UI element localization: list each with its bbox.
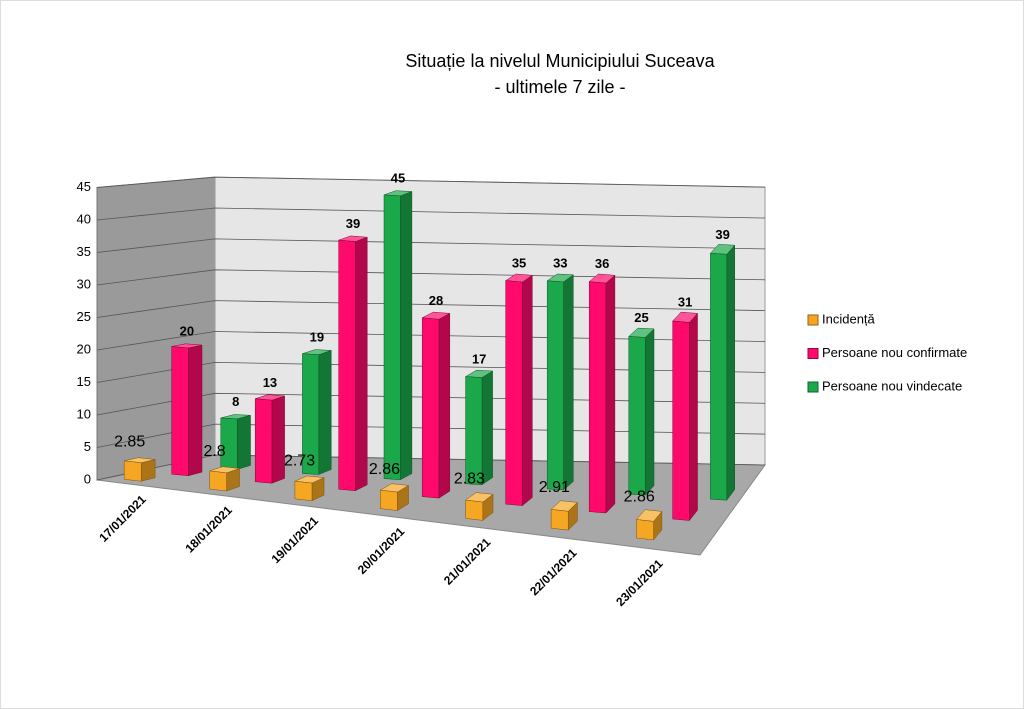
bar-side bbox=[236, 414, 251, 470]
bar bbox=[546, 280, 564, 491]
grid-line bbox=[96, 269, 766, 286]
bar bbox=[465, 499, 484, 521]
chart-title: Situație la nivelul Municipiului Suceava bbox=[405, 51, 715, 71]
y-tick-label: 40 bbox=[77, 211, 91, 226]
y-tick-label: 35 bbox=[77, 244, 91, 259]
legend-label: Incidență bbox=[822, 311, 876, 326]
data-label: 13 bbox=[263, 375, 277, 390]
bar bbox=[628, 336, 646, 496]
legend-swatch bbox=[807, 314, 819, 326]
data-label: 39 bbox=[346, 216, 360, 231]
data-label: 2.73 bbox=[284, 453, 315, 470]
bar-side bbox=[355, 236, 368, 492]
grid-line bbox=[96, 238, 766, 253]
bar bbox=[171, 346, 189, 476]
bar bbox=[209, 470, 227, 492]
grid-line bbox=[96, 392, 766, 416]
bar bbox=[254, 398, 273, 484]
grid-line bbox=[96, 361, 766, 383]
bar bbox=[421, 317, 440, 499]
data-label: 2.83 bbox=[454, 470, 485, 487]
data-label: 36 bbox=[595, 256, 609, 271]
legend-label: Persoane nou confirmate bbox=[822, 345, 967, 360]
data-label: 19 bbox=[310, 330, 324, 345]
bar-side bbox=[271, 395, 285, 484]
data-label: 17 bbox=[472, 351, 486, 366]
grid-line bbox=[96, 207, 766, 221]
bar-side bbox=[605, 274, 616, 514]
bar-side bbox=[522, 274, 533, 507]
bar-side bbox=[563, 274, 574, 491]
y-tick-label: 10 bbox=[77, 406, 91, 421]
bar-side bbox=[140, 459, 156, 482]
bar bbox=[672, 320, 690, 521]
bar-side bbox=[689, 312, 698, 522]
bar bbox=[505, 280, 523, 506]
bar-side bbox=[726, 244, 735, 501]
y-tick-label: 0 bbox=[84, 471, 91, 486]
bar bbox=[294, 480, 313, 502]
y-tick-label: 20 bbox=[77, 341, 91, 356]
bar bbox=[550, 509, 569, 531]
data-label: 45 bbox=[391, 171, 405, 186]
grid-line bbox=[96, 331, 766, 351]
data-label: 2.91 bbox=[539, 479, 570, 496]
chart-subtitle: - ultimele 7 zile - bbox=[494, 77, 625, 97]
legend-label: Persoane nou vindecate bbox=[822, 378, 962, 393]
legend-swatch bbox=[807, 381, 819, 393]
bar bbox=[380, 489, 398, 511]
data-label: 2.8 bbox=[203, 443, 225, 460]
data-label: 2.86 bbox=[624, 489, 655, 506]
y-tick-label: 30 bbox=[77, 276, 91, 291]
data-label: 28 bbox=[429, 293, 443, 308]
data-label: 35 bbox=[512, 255, 526, 270]
data-label: 8 bbox=[232, 394, 239, 409]
data-label: 39 bbox=[715, 227, 729, 242]
bar-side bbox=[644, 328, 655, 496]
legend-swatch bbox=[807, 348, 819, 359]
grid-line bbox=[96, 300, 766, 318]
bar bbox=[123, 460, 142, 482]
bar-side bbox=[481, 370, 493, 486]
bar bbox=[383, 194, 401, 480]
data-label: 2.85 bbox=[114, 433, 145, 450]
data-label: 33 bbox=[553, 255, 567, 270]
bar bbox=[636, 519, 654, 541]
data-label: 2.86 bbox=[369, 461, 400, 478]
bar bbox=[465, 376, 483, 486]
data-label: 31 bbox=[678, 295, 692, 310]
data-label: 25 bbox=[634, 310, 648, 325]
bar-side bbox=[318, 350, 332, 475]
bar bbox=[302, 353, 320, 475]
bar-side bbox=[438, 312, 451, 499]
bar-side bbox=[188, 344, 203, 477]
y-tick-label: 25 bbox=[77, 309, 91, 324]
y-tick-label: 5 bbox=[84, 439, 91, 454]
bar bbox=[338, 239, 356, 491]
y-tick-label: 15 bbox=[77, 374, 91, 389]
data-label: 20 bbox=[180, 323, 194, 338]
y-tick-label: 45 bbox=[77, 179, 91, 194]
grid-line bbox=[96, 176, 766, 188]
grid-line bbox=[96, 423, 766, 448]
bar bbox=[710, 253, 728, 501]
bar bbox=[588, 281, 607, 514]
bar-side bbox=[400, 191, 413, 481]
